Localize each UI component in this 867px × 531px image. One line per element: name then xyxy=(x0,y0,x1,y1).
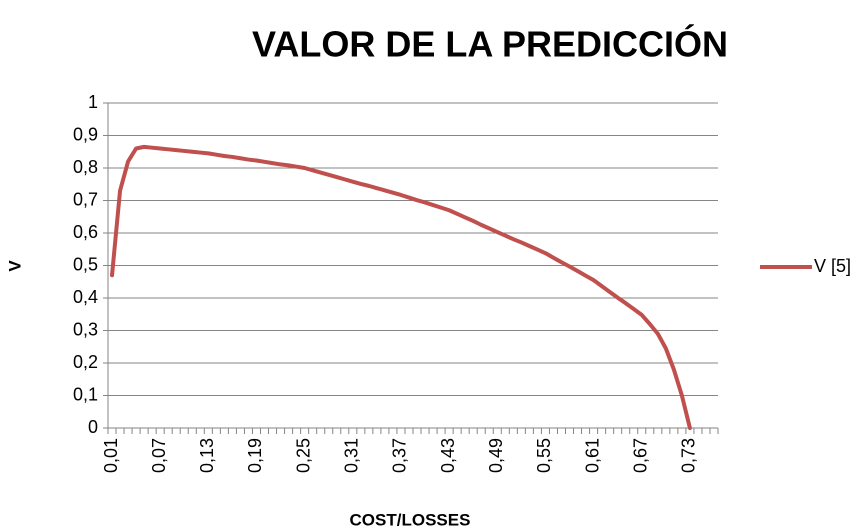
y-tick-label: 0,8 xyxy=(73,157,98,177)
x-tick-label: 0,37 xyxy=(390,438,410,473)
x-axis-title: COST/LOSSES xyxy=(350,510,471,529)
x-tick-label: 0,67 xyxy=(631,438,651,473)
chart-title: VALOR DE LA PREDICCIÓN xyxy=(252,23,728,65)
y-tick-label: 0 xyxy=(88,417,98,437)
y-tick-label: 0,1 xyxy=(73,384,98,404)
y-tick-label: 0,4 xyxy=(73,287,98,307)
y-axis-title: V xyxy=(5,260,24,272)
series-line xyxy=(110,144,692,430)
x-tick-label: 0,61 xyxy=(582,438,602,473)
x-tick-label: 0,31 xyxy=(342,438,362,473)
y-tick-label: 0,7 xyxy=(73,189,98,209)
y-tick-label: 1 xyxy=(88,92,98,112)
x-tick-label: 0,07 xyxy=(149,438,169,473)
x-tick-label: 0,13 xyxy=(197,438,217,473)
legend-label: V [5] xyxy=(814,256,851,276)
y-tick-label: 0,3 xyxy=(73,319,98,339)
x-tick-label: 0,73 xyxy=(679,438,699,473)
x-tick-label: 0,01 xyxy=(101,438,121,473)
y-tick-label: 0,9 xyxy=(73,124,98,144)
x-tick-label: 0,49 xyxy=(486,438,506,473)
x-tick-label: 0,25 xyxy=(293,438,313,473)
y-tick-label: 0,2 xyxy=(73,352,98,372)
x-tick-label: 0,55 xyxy=(534,438,554,473)
x-tick-label: 0,19 xyxy=(245,438,265,473)
x-tick-label: 0,43 xyxy=(438,438,458,473)
y-tick-label: 0,6 xyxy=(73,222,98,242)
y-tick-label: 0,5 xyxy=(73,254,98,274)
